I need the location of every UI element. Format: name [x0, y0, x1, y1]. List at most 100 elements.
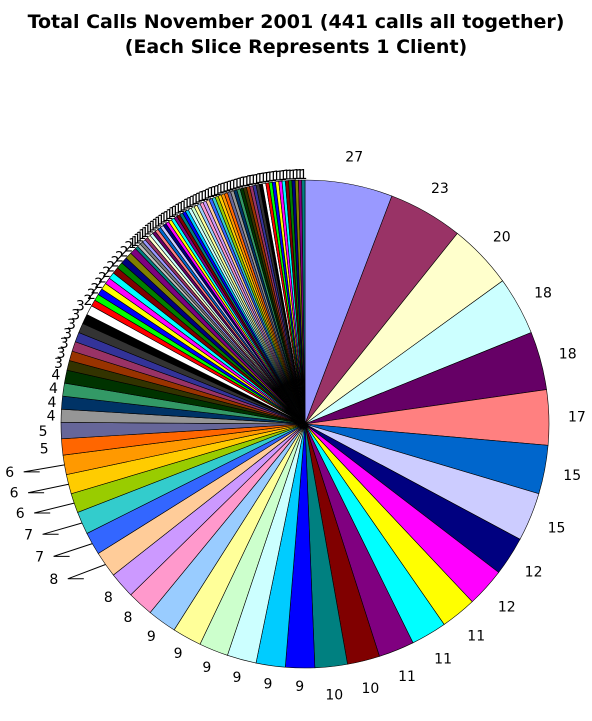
pie-data-label: 1 — [195, 192, 203, 207]
pie-data-label: 18 — [559, 346, 577, 362]
pie-data-label: 6 — [10, 486, 19, 502]
pie-data-label: 5 — [40, 442, 49, 458]
pie-data-label: 1 — [286, 169, 294, 184]
pie-data-label: 12 — [525, 565, 543, 581]
pie-data-label: 1 — [292, 168, 300, 183]
pie-data-label: 1 — [201, 189, 209, 204]
pie-data-label: 1 — [217, 183, 225, 198]
pie-data-label: 8 — [104, 590, 113, 606]
pie-data-labels: 2723201818171515121211111110109999998887… — [5, 150, 586, 704]
leader-line — [23, 464, 65, 473]
pie-data-label: 27 — [345, 150, 363, 166]
pie-data-label: 2 — [90, 282, 99, 298]
pie-data-label: 1 — [136, 230, 144, 245]
pie-data-label: 2 — [115, 249, 124, 265]
pie-data-label: 4 — [48, 395, 57, 411]
pie-data-label: 2 — [102, 265, 111, 281]
pie-data-label: 1 — [252, 173, 260, 188]
chart-title-block: Total Calls November 2001 (441 calls all… — [0, 10, 592, 60]
pie-data-label: 1 — [242, 175, 250, 190]
pie-data-label: 9 — [147, 629, 156, 645]
pie-data-label: 11 — [434, 651, 452, 667]
pie-data-label: 1 — [233, 178, 241, 193]
leader-line — [34, 502, 75, 514]
pie-data-label: 1 — [282, 169, 290, 184]
pie-data-label: 1 — [299, 168, 307, 183]
pie-data-label: 3 — [76, 299, 85, 315]
pie-data-label: 1 — [229, 178, 237, 193]
pie-data-label: 17 — [568, 410, 586, 426]
pie-data-label: 1 — [168, 206, 176, 221]
pie-data-label: 1 — [171, 204, 179, 219]
pie-data-label: 1 — [180, 199, 188, 214]
pie-data-label: 1 — [151, 218, 159, 233]
pie-data-label: 15 — [563, 468, 581, 484]
pie-data-label: 1 — [192, 193, 200, 208]
pie-data-label: 1 — [262, 171, 270, 186]
pie-data-label: 1 — [249, 173, 257, 188]
pie-data-label: 1 — [138, 228, 146, 243]
pie-data-label: 1 — [131, 235, 139, 250]
pie-data-label: 1 — [259, 172, 267, 187]
pie-data-label: 3 — [54, 356, 63, 372]
pie-data-label: 9 — [295, 679, 304, 695]
pie-data-label: 1 — [154, 216, 162, 231]
pie-data-label: 2 — [83, 293, 92, 309]
pie-data-label: 3 — [57, 346, 66, 362]
pie-data-label: 1 — [141, 226, 149, 241]
pie-leader-lines — [23, 464, 106, 580]
pie-data-label: 1 — [165, 208, 173, 223]
pie-data-label: 11 — [398, 669, 416, 685]
pie-data-label: 1 — [162, 210, 170, 225]
pie-data-label: 6 — [5, 465, 14, 481]
pie-data-label: 8 — [124, 610, 133, 626]
pie-data-label: 1 — [157, 214, 165, 229]
pie-data-label: 1 — [279, 169, 287, 184]
pie-data-label: 1 — [189, 195, 197, 210]
pie-data-label: 1 — [146, 222, 154, 237]
pie-data-label: 12 — [498, 599, 516, 615]
pie-slice — [301, 179, 306, 425]
pie-data-label: 1 — [143, 224, 151, 239]
pie-slices — [60, 179, 550, 669]
pie-data-label: 7 — [24, 527, 33, 543]
pie-data-label: 1 — [204, 188, 212, 203]
pie-data-label: 23 — [431, 181, 449, 197]
pie-data-label: 3 — [67, 317, 76, 333]
pie-data-label: 1 — [133, 233, 141, 248]
pie-data-label: 1 — [223, 180, 231, 195]
chart-subtitle: (Each Slice Represents 1 Client) — [124, 36, 468, 58]
pie-data-label: 1 — [289, 168, 297, 183]
pie-data-label: 1 — [186, 196, 194, 211]
pie-data-label: 15 — [548, 521, 566, 537]
pie-data-label: 1 — [256, 172, 264, 187]
pie-data-label: 1 — [296, 168, 304, 183]
pie-data-label: 1 — [213, 184, 221, 199]
pie-data-label: 9 — [202, 660, 211, 676]
pie-data-label: 2 — [106, 260, 115, 276]
pie-data-label: 1 — [236, 177, 244, 192]
pie-data-label: 3 — [71, 308, 80, 324]
pie-data-label: 2 — [87, 287, 96, 303]
pie-data-label: 7 — [35, 549, 44, 565]
pie-data-label: 2 — [111, 254, 120, 270]
leader-line — [53, 543, 93, 557]
pie-data-label: 8 — [49, 572, 58, 588]
pie-data-label: 3 — [60, 336, 69, 352]
pie-data-label: 11 — [467, 628, 485, 644]
pie-data-label: 1 — [246, 174, 254, 189]
pie-data-label: 9 — [232, 670, 241, 686]
pie-data-label: 1 — [226, 179, 234, 194]
pie-data-label: 1 — [177, 201, 185, 216]
pie-data-label: 1 — [269, 170, 277, 185]
pie-data-label: 2 — [124, 240, 133, 256]
pie-data-label: 9 — [264, 676, 273, 692]
pie-data-label: 10 — [361, 681, 379, 697]
pie-data-label: 4 — [49, 381, 58, 397]
pie-data-label: 2 — [120, 244, 129, 260]
leader-line — [27, 483, 69, 494]
pie-data-label: 1 — [207, 186, 215, 201]
pie-data-label: 1 — [239, 176, 247, 191]
pie-data-label: 1 — [149, 220, 157, 235]
